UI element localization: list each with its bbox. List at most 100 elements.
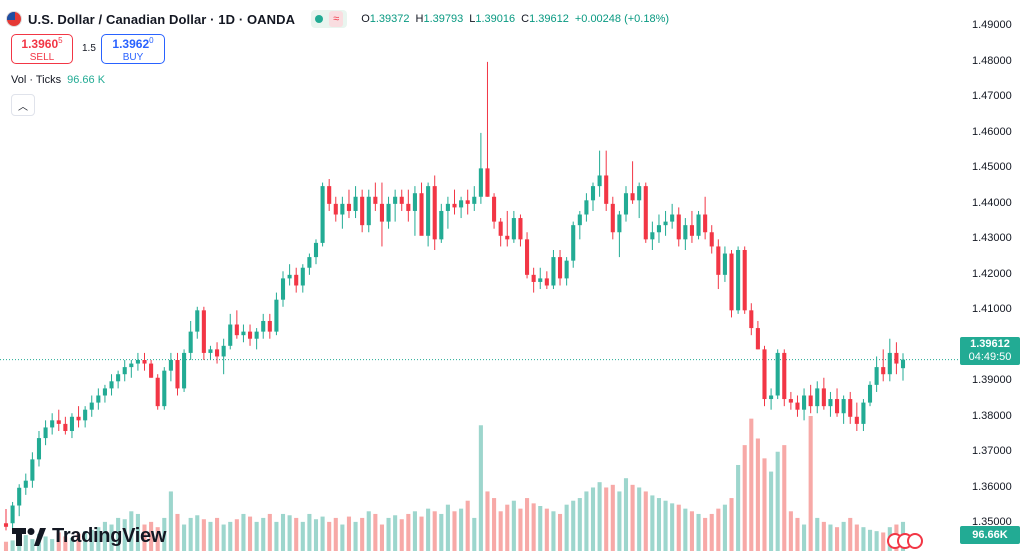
volume-bar — [439, 513, 444, 551]
volume-bar — [182, 524, 187, 551]
volume-bar — [610, 484, 615, 551]
candle-body — [353, 196, 358, 211]
price-tick-label: 1.45000 — [972, 161, 1012, 174]
change-value: +0.00248 (+0.18%) — [574, 13, 670, 25]
volume-bar — [412, 511, 417, 551]
volume-bar — [155, 527, 160, 551]
candle-body — [848, 399, 853, 417]
candle-body — [155, 377, 160, 407]
volume-bar — [531, 503, 536, 551]
candle-body — [755, 328, 760, 350]
candle-body — [419, 193, 424, 236]
volume-bar — [643, 491, 648, 551]
volume-legend[interactable]: Vol · Ticks 96.66 K — [11, 74, 105, 86]
volume-bar — [848, 517, 853, 551]
candle-body — [762, 349, 767, 400]
price-tick-label: 1.46000 — [972, 125, 1012, 138]
candle-body — [426, 186, 431, 236]
candle-body — [802, 395, 807, 410]
candle-body — [531, 274, 536, 282]
candle-body — [142, 360, 147, 364]
volume-bar — [50, 539, 55, 551]
volume-bar — [564, 504, 569, 551]
volume-bar — [406, 513, 411, 551]
candle-body — [261, 320, 266, 332]
usd-cad-flag-icon — [6, 11, 22, 27]
candle-body — [274, 299, 279, 332]
volume-bar — [452, 511, 457, 551]
candle-body — [630, 193, 635, 201]
sell-button[interactable]: 1.39605 SELL — [11, 34, 73, 64]
candle-body — [511, 218, 516, 240]
event-flag-icon[interactable] — [907, 533, 923, 549]
candle-body — [643, 186, 648, 240]
volume-bar — [221, 524, 226, 551]
low-label: L — [469, 13, 476, 25]
volume-bar — [353, 521, 358, 551]
candle-body — [129, 363, 134, 368]
candle-body — [722, 253, 727, 275]
candle-body — [267, 320, 272, 332]
volume-bar — [426, 508, 431, 551]
volume-bar — [56, 532, 61, 551]
volume-bar — [280, 513, 286, 551]
candle-body — [551, 257, 556, 286]
volume-bar — [340, 524, 345, 551]
buy-price-pip: 0 — [149, 36, 154, 45]
volume-bar — [828, 524, 833, 551]
buy-label: BUY — [122, 52, 144, 63]
candle-body — [590, 186, 596, 201]
candle-body — [36, 438, 42, 460]
volume-bar — [736, 464, 741, 551]
candle-body — [782, 352, 787, 400]
collapse-legend-button[interactable]: ︿ — [11, 94, 35, 116]
candle-body — [663, 221, 668, 226]
market-status-pill[interactable]: ≈ — [311, 10, 348, 28]
candle-body — [3, 523, 9, 527]
price-tick-label: 1.42000 — [972, 267, 1012, 280]
volume-bar — [69, 537, 75, 551]
candle-body — [116, 374, 121, 382]
volume-bar — [149, 521, 154, 551]
tradingview-logo[interactable]: TradingView — [12, 525, 166, 548]
candle-body — [808, 395, 813, 407]
volume-bar — [755, 438, 760, 551]
volume-bar — [294, 517, 299, 551]
candle-body — [23, 480, 28, 488]
volume-bar — [498, 511, 503, 551]
economic-events[interactable] — [887, 533, 923, 549]
tradingview-logo-icon — [12, 527, 46, 546]
candle-body — [333, 203, 338, 215]
volume-bar — [287, 515, 292, 551]
candle-body — [221, 345, 226, 357]
volume-bar — [445, 504, 450, 551]
candle-body — [716, 246, 721, 275]
close-value: 1.39612 — [529, 13, 569, 25]
volume-value: 96.66 K — [67, 74, 106, 86]
candle-body — [525, 239, 530, 275]
volume-bar — [379, 524, 384, 551]
candle-body — [670, 214, 675, 222]
candle-body — [518, 218, 523, 240]
volume-bar — [577, 498, 582, 551]
symbol-title[interactable]: U.S. Dollar / Canadian Dollar · 1D · OAN… — [28, 11, 296, 27]
candle-body — [393, 196, 398, 204]
candle-body — [188, 331, 193, 353]
price-tick-label: 1.38000 — [972, 409, 1012, 422]
volume-bar — [142, 524, 147, 551]
candle-body — [63, 423, 68, 431]
price-tick-label: 1.39000 — [972, 374, 1012, 387]
candle-body — [346, 203, 352, 211]
candle-body — [234, 324, 239, 336]
buy-button[interactable]: 1.39620 BUY — [101, 34, 165, 64]
candle-body — [900, 359, 906, 369]
close-label: C — [521, 13, 530, 25]
candle-body — [459, 200, 464, 208]
candle-body — [478, 168, 483, 197]
price-tick-label: 1.41000 — [972, 303, 1012, 316]
volume-bar — [861, 527, 866, 551]
candle-body — [795, 402, 800, 410]
candle-body — [96, 395, 101, 403]
volume-bar — [102, 521, 107, 551]
